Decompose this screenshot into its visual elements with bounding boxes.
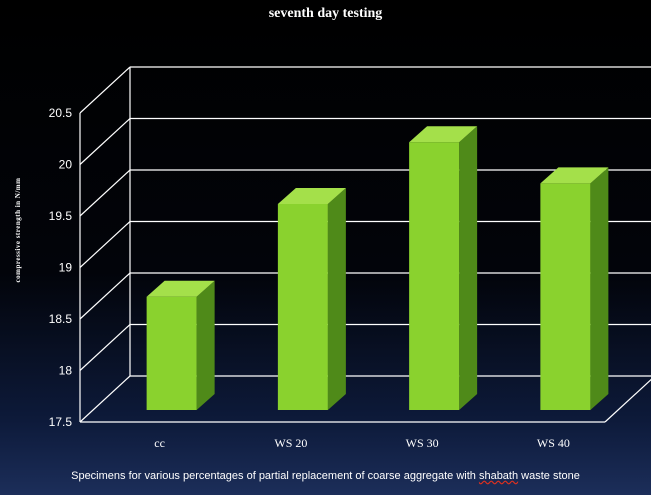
x-tick-label: WS 20: [274, 436, 307, 450]
x-tick-label: WS 30: [406, 436, 439, 450]
y-tick-label: 20.5: [49, 106, 73, 120]
gridline-side: [79, 169, 131, 217]
y-axis-label: compressive strength in N/mm: [14, 177, 22, 283]
x-tick-label: cc: [154, 436, 165, 450]
x-tick-label: WS 40: [537, 436, 570, 450]
bar: [540, 183, 591, 410]
gridline-side: [79, 221, 131, 268]
y-tick-label: 18.5: [49, 312, 73, 326]
bar-side: [459, 126, 478, 410]
gridline-side: [79, 375, 131, 423]
y-tick-label: 19: [59, 261, 73, 275]
bar-top: [540, 167, 609, 184]
x-axis-label: Specimens for various percentages of par…: [0, 470, 651, 482]
bar-top: [277, 188, 346, 204]
bar: [409, 142, 460, 410]
bar: [146, 296, 197, 410]
y-tick-label: 18: [59, 364, 73, 378]
bar-top: [146, 280, 215, 297]
chart-title: seventh day testing: [268, 6, 383, 21]
gridline-side: [79, 66, 131, 114]
x-axis-label-after: waste stone: [518, 470, 580, 482]
y-tick-label: 17.5: [49, 415, 73, 429]
y-tick-label: 19.5: [49, 209, 73, 223]
bar-side: [196, 280, 215, 410]
floor-right-edge: [604, 378, 651, 423]
y-tick-label: 20: [59, 158, 73, 172]
bar-side: [590, 167, 609, 410]
x-axis-label-before: Specimens for various percentages of par…: [71, 470, 479, 482]
gridline-side: [79, 118, 131, 165]
x-axis-label-flagged-word: shabath: [478, 470, 519, 482]
bar-top: [409, 126, 478, 143]
gridline-side: [79, 324, 131, 371]
bar: [277, 204, 328, 410]
gridline-side: [79, 272, 131, 320]
bar-side: [327, 188, 346, 410]
